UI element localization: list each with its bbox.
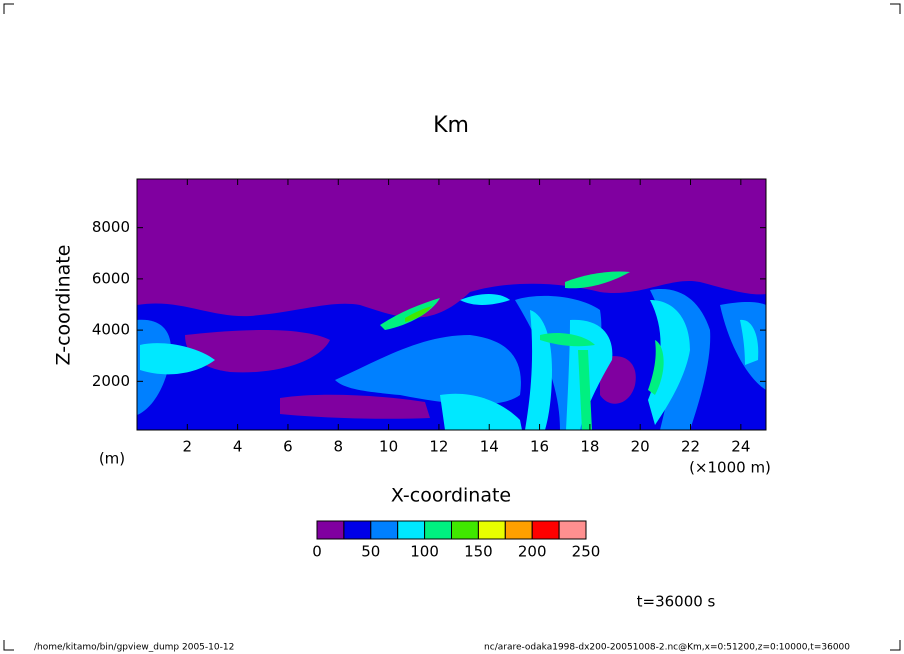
x-tick-label: 4 [233, 438, 243, 456]
x-tick-label: 16 [530, 438, 549, 456]
colorbar-tick-label: 250 [572, 543, 601, 561]
y-tick-label: 2000 [92, 372, 130, 390]
y-tick-label: 6000 [92, 269, 130, 287]
contour-region [648, 340, 664, 395]
time-label: t=36000 s [637, 593, 716, 611]
contour-region [335, 335, 521, 405]
y-unit: (m) [99, 450, 125, 468]
contour-region [405, 306, 432, 322]
x-unit: (×1000 m) [689, 459, 771, 477]
colorbar-tick-label: 100 [410, 543, 439, 561]
x-tick-label: 14 [480, 438, 499, 456]
colorbar-tick-label: 200 [518, 543, 547, 561]
x-tick-label: 12 [429, 438, 448, 456]
contour-field [137, 179, 766, 430]
plot-frame [136, 178, 767, 431]
contour-region [185, 330, 330, 373]
corner-marks [3, 3, 901, 651]
colorbar-box [343, 520, 372, 540]
x-tick-label: 20 [631, 438, 650, 456]
x-tick-label: 24 [731, 438, 750, 456]
colorbar-box [477, 520, 506, 540]
footer-left: /home/kitamo/bin/gpview_dump 2005-10-12 [34, 643, 234, 653]
contour-region [648, 300, 690, 425]
x-tick-label: 8 [334, 438, 344, 456]
colorbar-box [424, 520, 453, 540]
contour-region [380, 298, 440, 330]
colorbar-tick-label: 0 [312, 543, 322, 561]
x-tick-label: 22 [681, 438, 700, 456]
x-tick-label: 10 [379, 438, 398, 456]
colorbar-box [316, 520, 345, 540]
y-tick-label: 4000 [92, 321, 130, 339]
contour-region [540, 333, 595, 347]
contour-region [578, 350, 592, 430]
colorbar-box [451, 520, 479, 540]
y-tick-label: 8000 [92, 218, 130, 236]
contour-region [740, 319, 759, 365]
contour-region [720, 301, 766, 390]
contour-region [280, 394, 430, 419]
x-tick-label: 2 [183, 438, 193, 456]
y-axis-label: Z-coordinate [53, 245, 75, 366]
colorbar-tick-label: 50 [361, 543, 380, 561]
contour-region [460, 294, 510, 305]
contour-region [600, 356, 636, 404]
colorbar-tick-label: 150 [464, 543, 493, 561]
x-tick-label: 6 [283, 438, 293, 456]
colorbar-box [558, 520, 587, 540]
x-axis-label: X-coordinate [391, 485, 511, 507]
x-tick-label: 18 [580, 438, 599, 456]
colorbar-box [397, 520, 426, 540]
contour-region [140, 343, 215, 375]
colorbar-box [504, 520, 533, 540]
chart-title: Km [433, 113, 469, 138]
contour-region [440, 393, 522, 430]
colorbar-box [370, 520, 399, 540]
colorbar-box [531, 520, 560, 540]
footer-right: nc/arare-odaka1998-dx200-20051008-2.nc@K… [484, 643, 850, 653]
contour-region [565, 271, 630, 289]
